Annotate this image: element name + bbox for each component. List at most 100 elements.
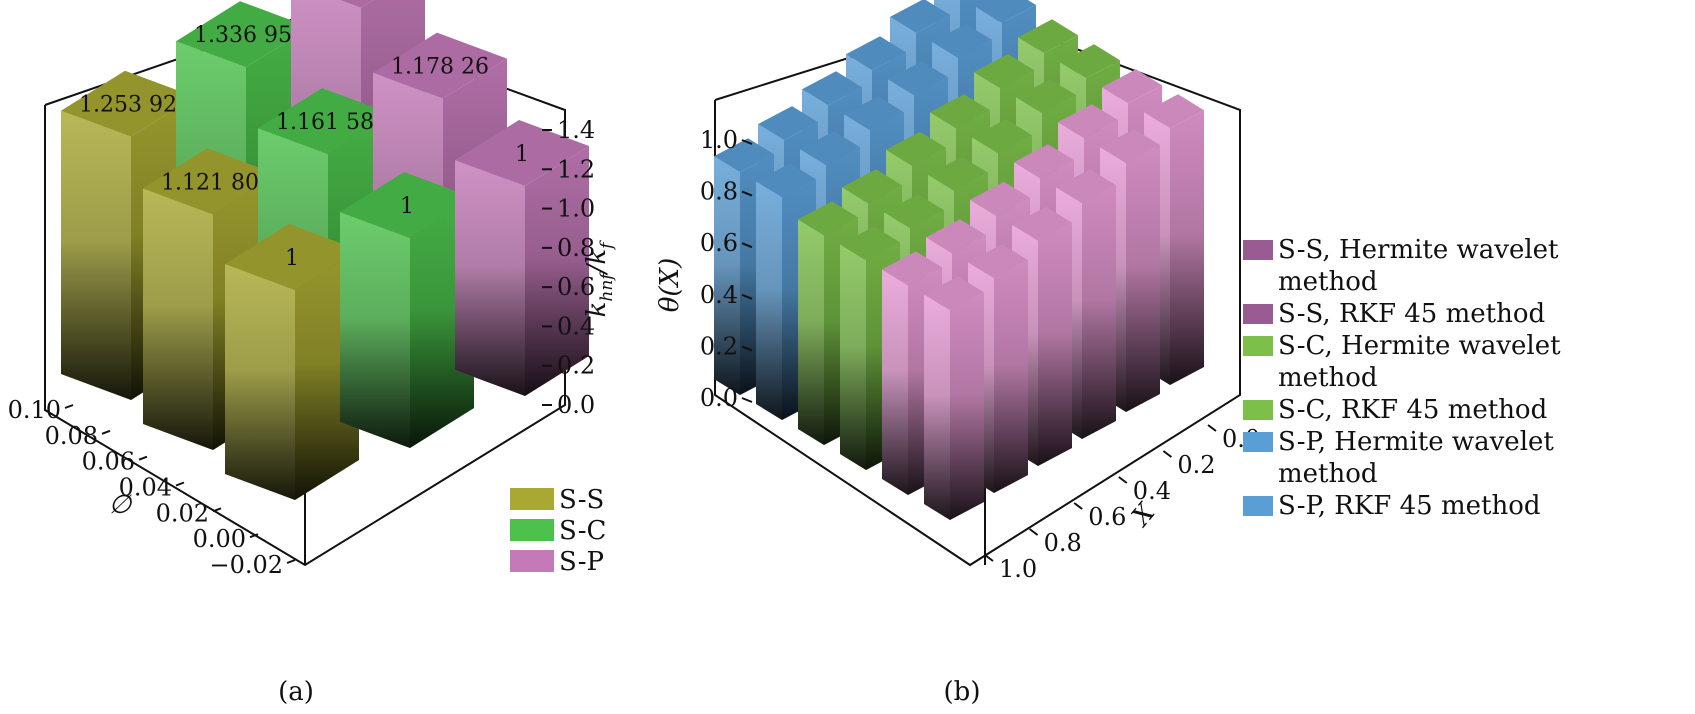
chart-a-bar-s-s-0-face-left-shade (225, 264, 295, 500)
chart-b-bar-4-5-face-left-shade (756, 181, 782, 420)
chart-b-z-tick-mark (741, 293, 753, 300)
chart-b-bar-2-5-face-left-shade (840, 244, 866, 470)
chart-a-x-ticks: −0.020.000.020.040.060.080.10 (8, 396, 296, 579)
chart-a-z-tick-label: 0.4 (557, 312, 595, 340)
chart-b-bar-3-2-face-top (930, 94, 990, 129)
chart-b-x-tick-mark (1207, 424, 1217, 432)
chart-a-data-label: 1.336 95 (194, 23, 292, 48)
chart-a-bar-s-c-2-face-top (176, 1, 310, 68)
chart-b-legend-swatch (1243, 304, 1273, 324)
chart-b-z-ticks: 0.0 0.2 0.4 0.6 0.8 1.0 (700, 126, 753, 412)
chart-b-legend-label-cont: method (1278, 267, 1378, 297)
chart-b-bar-3-4-face-top (842, 169, 902, 204)
chart-a-bar-s-p-0-face-left-shade (455, 160, 525, 396)
chart-b-bar-0-5 (924, 276, 984, 520)
chart-a-z-tick-label: 0.6 (557, 273, 595, 301)
chart-b-bar-0-1-face-right-shade (1126, 145, 1160, 412)
chart-b-bar-5-1-face-top (890, 0, 950, 33)
chart-b-bar-4-3-face-top (844, 96, 904, 131)
chart-b-bar-5-4-face-top (758, 106, 818, 141)
chart-a-z-axis-label: khnf/kf (582, 240, 617, 317)
chart-b-bar-3-1-face-top (974, 54, 1034, 89)
chart-a-z-tick-label: 1.4 (557, 116, 595, 144)
chart-b-bar-1-5-face-top (882, 251, 942, 286)
chart-b-bar-2-1-face-top (1016, 79, 1076, 114)
chart-a-bar-s-s-2-face-top (61, 70, 195, 137)
chart-a-legend-swatch (510, 550, 554, 572)
chart-b-bar-1-2-face-top (1014, 144, 1074, 179)
chart-a-bar-s-c-0-face-left-shade (340, 212, 410, 448)
chart-b-x-tick-mark (1162, 450, 1173, 458)
chart-b-legend-swatch (1243, 240, 1273, 260)
chart-b-z-tick-label: 0.4 (700, 281, 738, 309)
chart-b-x-tick-mark (1028, 528, 1039, 536)
chart-b-bar-0-5-face-top (924, 276, 984, 311)
chart-b-bar-3-0-face-top (1018, 19, 1078, 54)
chart-a-z-tick-label: 0.0 (557, 391, 595, 419)
chart-a-z-axis-label-sub2: f (597, 240, 617, 251)
chart-a-bar-s-s-2-face-left-shade (61, 110, 131, 400)
chart-b-bars (714, 0, 1204, 520)
chart-a-x-tick-label: 0.10 (8, 396, 61, 424)
chart-b-legend-label: S-S, RKF 45 method (1278, 299, 1545, 329)
chart-a-bar-s-p-2-face-top (339, 0, 374, 8)
chart-b-bar-0-0-face-right-shade (1170, 110, 1204, 385)
chart-a-bar-s-p-1-face-top (373, 32, 507, 99)
chart-b-bar-0-0-face-top (1144, 94, 1204, 129)
chart-b-z-tick-mark (741, 345, 753, 352)
chart-b-legend-swatch (1243, 496, 1273, 516)
chart-b-bar-0-3-face-top (1012, 206, 1072, 241)
chart-a-z-tick-label: 1.2 (557, 155, 595, 183)
chart-b-legend-label: S-S, Hermite wavelet (1278, 235, 1559, 265)
chart-a-data-label: 1.161 58 (276, 110, 374, 135)
chart-a-bar-s-s-1-face-left-shade (143, 188, 213, 450)
chart-b-bar-0-2-face-top (1056, 169, 1116, 204)
chart-b-z-tick-label: 1.0 (700, 126, 738, 154)
chart-b-legend-swatch (1243, 432, 1273, 452)
chart-b-bar-1-1-face-top (1058, 104, 1118, 139)
chart-a-z-axis-label-k: k (582, 302, 612, 318)
chart-a-x-tick-label: 0.04 (119, 474, 172, 502)
chart-a-bar-s-c-1-face-top (258, 88, 392, 155)
chart-b-bar-0-5-face-right-shade (950, 292, 984, 520)
chart-a-bar-s-p-0-face-right-shade (525, 146, 589, 396)
chart-b-bar-5-5-face-top (714, 138, 774, 173)
chart-a-x-tick-mark (138, 455, 148, 461)
chart-a-x-tick-label: −0.02 (209, 551, 283, 579)
chart-b-bar-0-5-face-left-shade (924, 294, 950, 520)
chart-a-data-label: 1.178 26 (391, 55, 489, 80)
chart-a: 1.253 921.336 951.371 771.121 801.161 58… (8, 0, 617, 707)
chart-a-legend-swatch (510, 519, 554, 541)
chart-a-data-label: 1.121 80 (161, 170, 259, 195)
chart-b-bar-4-1-face-top (932, 23, 992, 58)
chart-b-bar-1-0-face-top (1102, 69, 1162, 104)
chart-b-bar-0-1-face-top (1100, 129, 1160, 164)
chart-a-x-tick-mark (249, 533, 259, 539)
chart-b-legend-label: S-C, RKF 45 method (1278, 395, 1547, 425)
chart-b-bar-5-3-face-top (802, 71, 862, 106)
chart-a-bars (61, 0, 589, 500)
chart-b-bar-2-5 (840, 226, 900, 470)
chart-b-z-tick-label: 0.6 (700, 229, 738, 257)
chart-a-x-tick-label: 0.08 (45, 422, 98, 450)
chart-b-bar-0-2-face-right-shade (1082, 185, 1116, 439)
chart-b-x-tick-mark (1073, 502, 1083, 510)
chart-a-z-tick-label: 0.8 (557, 234, 595, 262)
chart-b-bar-0-3-face-right-shade (1038, 222, 1072, 466)
chart-b-bar-1-4-face-top (926, 219, 986, 254)
chart-b-bar-0-4-face-right-shade (994, 260, 1028, 493)
chart-b-bar-4-2-face-top (888, 61, 948, 96)
chart-b-bar-5-5-face-left-shade (714, 156, 740, 395)
chart-b-x-tick-label: 1.0 (999, 555, 1037, 583)
chart-a-bar-s-c-0-face-top (340, 172, 474, 238)
chart-b-x-tick-label: 0.2 (1177, 451, 1215, 479)
chart-b-z-tick-label: 0.2 (700, 332, 738, 360)
chart-b: 0.00.20.40.60.81.0 0.00.20.40.60.81.0 θ(… (655, 0, 1561, 707)
chart-b-bar-3-5-face-left-shade (798, 219, 824, 445)
chart-a-data-labels: 1.253 921.336 951.371 771.121 801.161 58… (79, 23, 529, 271)
chart-a-legend-swatch (510, 488, 554, 510)
chart-a-z-ticks: 0.0 0.2 0.4 0.6 0.8 1.0 1.2 1.4 (542, 116, 595, 419)
chart-b-x-tick-label: 0.4 (1133, 477, 1171, 505)
chart-a-caption: (a) (278, 677, 314, 707)
